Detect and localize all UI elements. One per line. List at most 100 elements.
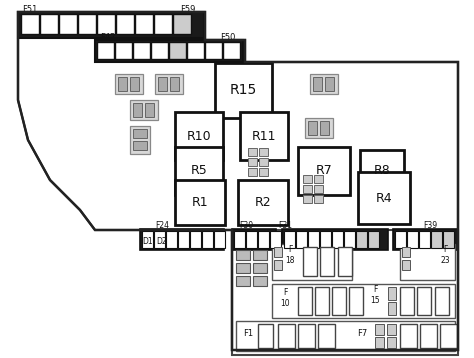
Text: R2: R2 [255,196,271,209]
Text: F42: F42 [100,34,116,43]
Bar [166,231,177,248]
Bar [248,148,257,156]
Bar [400,244,455,280]
Text: F51: F51 [22,5,38,15]
Bar [240,112,288,160]
Bar [388,287,396,300]
Bar [253,250,267,260]
Bar [253,263,267,273]
Bar [338,247,352,276]
Bar [417,287,431,315]
Bar [145,103,154,117]
Text: D2: D2 [157,237,167,246]
Bar [314,185,323,193]
Text: R15: R15 [230,83,257,97]
Text: F59: F59 [180,5,196,15]
Bar [387,324,396,335]
Bar [258,324,273,348]
Bar [154,231,165,248]
Bar [170,77,179,91]
Bar [274,260,282,270]
Bar [375,324,384,335]
Bar [178,231,189,248]
Bar [344,231,355,248]
Bar [236,321,455,351]
Text: R11: R11 [252,130,276,142]
Bar [259,148,268,156]
Bar [202,231,213,248]
Bar [368,231,379,248]
Bar [151,42,168,59]
Bar [169,42,186,59]
Bar [130,126,150,154]
Bar [59,14,77,34]
Bar [130,77,139,91]
Bar [325,77,334,91]
Bar [400,287,414,315]
Bar [393,229,458,250]
Bar [400,324,417,348]
Bar [395,231,406,248]
Bar [278,324,295,348]
Text: R4: R4 [376,192,392,204]
Text: F7: F7 [357,329,367,339]
Bar [431,231,442,248]
Bar [314,175,323,183]
Bar [155,74,183,94]
Bar [236,250,250,260]
Bar [175,112,223,160]
Bar [130,100,158,120]
Text: F39: F39 [423,221,437,229]
Bar [303,247,317,276]
Bar [375,337,384,348]
Bar [236,263,250,273]
Bar [318,324,335,348]
Text: F31: F31 [278,221,292,229]
Bar [173,14,191,34]
Bar [320,121,329,135]
Bar [18,12,204,38]
Bar [272,244,352,280]
Bar [387,337,396,348]
Bar [270,231,281,248]
Bar [175,180,225,225]
Bar [215,63,272,118]
Bar [118,77,127,91]
Bar [420,324,437,348]
Bar [253,276,267,286]
Bar [232,230,458,355]
Text: F24: F24 [155,221,169,229]
Text: F
23: F 23 [440,245,450,265]
Bar [234,231,245,248]
Text: F50: F50 [220,34,236,43]
Bar [238,180,288,225]
Bar [274,247,282,257]
Text: R1: R1 [191,196,208,209]
Bar [223,42,240,59]
Bar [284,231,295,248]
Bar [115,74,143,94]
Bar [78,14,96,34]
Bar [388,302,396,315]
Bar [116,14,134,34]
Bar [296,231,307,248]
Bar [303,195,312,203]
Bar [298,324,315,348]
Bar [303,185,312,193]
Bar [135,14,153,34]
Bar [303,175,312,183]
Bar [248,168,257,176]
Bar [313,77,322,91]
Bar [315,287,329,315]
Bar [40,14,58,34]
Bar [443,231,454,248]
Text: F
10: F 10 [280,288,290,308]
Text: R7: R7 [316,164,332,178]
Polygon shape [18,12,458,350]
Bar [259,158,268,166]
Bar [95,40,243,62]
Bar [97,14,115,34]
Text: R5: R5 [191,164,207,178]
Bar [154,14,172,34]
Text: R10: R10 [187,130,211,142]
